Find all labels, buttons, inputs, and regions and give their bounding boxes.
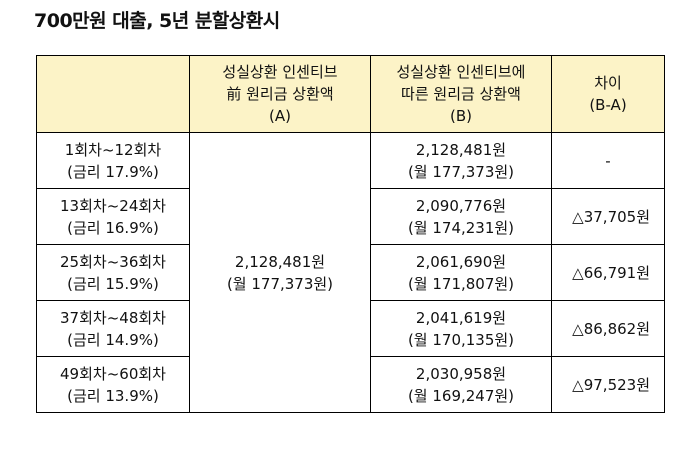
- header-line: (A): [269, 107, 291, 125]
- period-cell: 37회차~48회차 (금리 14.9%): [36, 300, 190, 357]
- before-monthly: (월 177,373원): [226, 274, 334, 293]
- period-label: 37회차~48회차: [60, 308, 166, 327]
- after-incentive-cell: 2,030,958원 (월 169,247원): [370, 356, 552, 413]
- difference-cell: -: [551, 132, 665, 189]
- rate-label: (금리 14.9%): [67, 330, 159, 349]
- header-line: 성실상환 인센티브에: [396, 63, 526, 81]
- after-monthly: (월 177,373원): [407, 162, 515, 181]
- header-after-incentive: 성실상환 인센티브에 따른 원리금 상환액 (B): [370, 55, 552, 133]
- period-cell: 13회차~24회차 (금리 16.9%): [36, 188, 190, 245]
- period-label: 1회차~12회차: [64, 140, 162, 159]
- before-total: 2,128,481원: [234, 252, 326, 271]
- period-label: 13회차~24회차: [60, 196, 166, 215]
- difference-cell: △97,523원: [551, 356, 665, 413]
- header-line: 차이: [594, 74, 622, 92]
- after-total: 2,090,776원: [415, 196, 507, 215]
- header-line: 前 원리금 상환액: [226, 85, 334, 103]
- table-row: 49회차~60회차 (금리 13.9%) 2,030,958원 (월 169,2…: [36, 356, 665, 413]
- rate-label: (금리 16.9%): [67, 218, 159, 237]
- before-incentive-cell: 2,128,481원 (월 177,373원): [189, 132, 371, 413]
- table-row: 13회차~24회차 (금리 16.9%) 2,090,776원 (월 174,2…: [36, 188, 665, 245]
- header-difference: 차이 (B-A): [551, 55, 665, 133]
- table-row: 37회차~48회차 (금리 14.9%) 2,041,619원 (월 170,1…: [36, 300, 665, 357]
- difference-cell: △66,791원: [551, 244, 665, 301]
- header-line: (B-A): [589, 96, 627, 114]
- after-total: 2,041,619원: [415, 308, 507, 327]
- after-monthly: (월 169,247원): [407, 386, 515, 405]
- period-cell: 25회차~36회차 (금리 15.9%): [36, 244, 190, 301]
- after-incentive-cell: 2,128,481원 (월 177,373원): [370, 132, 552, 189]
- after-monthly: (월 170,135원): [407, 330, 515, 349]
- rate-label: (금리 13.9%): [67, 386, 159, 405]
- table-header-row: 성실상환 인센티브 前 원리금 상환액 (A) 성실상환 인센티브에 따른 원리…: [36, 55, 665, 133]
- period-label: 49회차~60회차: [60, 364, 166, 383]
- difference-cell: △37,705원: [551, 188, 665, 245]
- header-before-incentive: 성실상환 인센티브 前 원리금 상환액 (A): [189, 55, 371, 133]
- header-empty-cell: [36, 55, 190, 133]
- period-cell: 49회차~60회차 (금리 13.9%): [36, 356, 190, 413]
- document-title: 700만원 대출, 5년 분할상환시: [34, 10, 280, 32]
- rate-label: (금리 17.9%): [67, 162, 159, 181]
- period-label: 25회차~36회차: [60, 252, 166, 271]
- after-total: 2,030,958원: [415, 364, 507, 383]
- after-incentive-cell: 2,061,690원 (월 171,807원): [370, 244, 552, 301]
- header-line: 따른 원리금 상환액: [401, 85, 521, 103]
- table-row: 25회차~36회차 (금리 15.9%) 2,061,690원 (월 171,8…: [36, 244, 665, 301]
- header-line: (B): [450, 107, 472, 125]
- header-line: 성실상환 인센티브: [222, 63, 338, 81]
- difference-cell: △86,862원: [551, 300, 665, 357]
- repayment-table: 성실상환 인센티브 前 원리금 상환액 (A) 성실상환 인센티브에 따른 원리…: [36, 55, 665, 413]
- period-cell: 1회차~12회차 (금리 17.9%): [36, 132, 190, 189]
- after-total: 2,128,481원: [415, 140, 507, 159]
- after-incentive-cell: 2,090,776원 (월 174,231원): [370, 188, 552, 245]
- after-monthly: (월 171,807원): [407, 274, 515, 293]
- table-row: 1회차~12회차 (금리 17.9%) 2,128,481원 (월 177,37…: [36, 132, 665, 413]
- after-monthly: (월 174,231원): [407, 218, 515, 237]
- rate-label: (금리 15.9%): [67, 274, 159, 293]
- after-total: 2,061,690원: [415, 252, 507, 271]
- after-incentive-cell: 2,041,619원 (월 170,135원): [370, 300, 552, 357]
